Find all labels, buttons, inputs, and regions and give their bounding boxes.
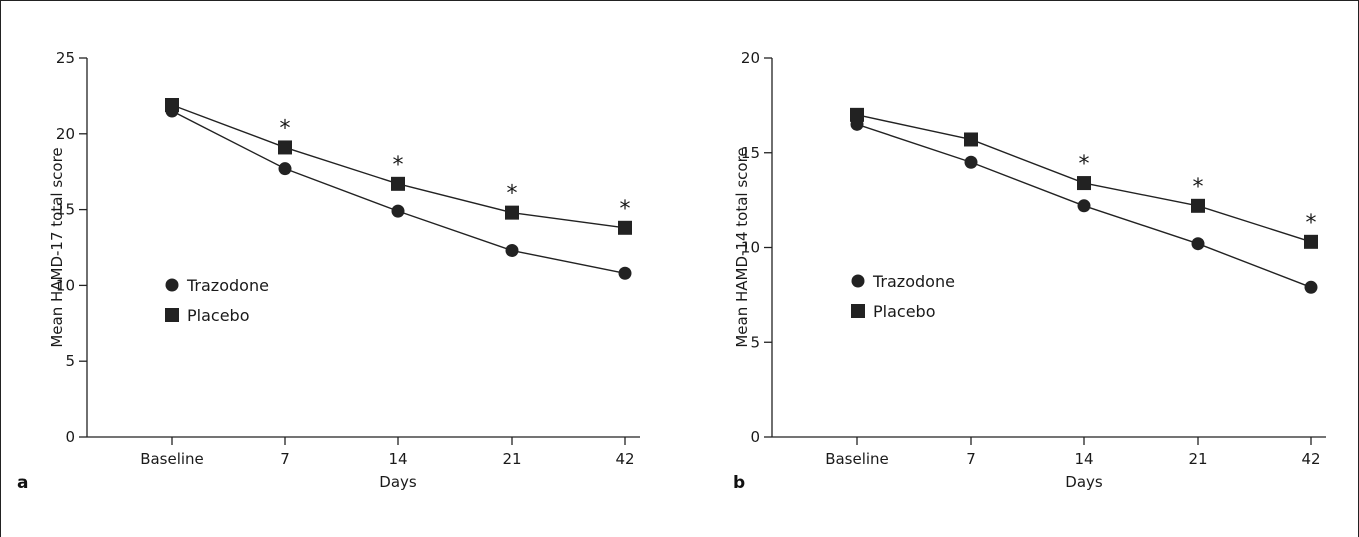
panel-letter: b — [733, 473, 745, 493]
chart-panel-b: 0 5 10 15 20 Baseline 7 14 21 42 Days Mean HAMD-14 … — [733, 49, 1326, 493]
data-point-trazodone — [1191, 237, 1205, 251]
data-point-placebo — [1077, 176, 1091, 191]
y-tick-label: 10 — [56, 276, 75, 294]
x-tick-label: 7 — [966, 450, 976, 468]
y-tick-label: 20 — [741, 49, 760, 67]
y-tick-label: 0 — [65, 428, 75, 446]
x-tick-label: Baseline — [825, 450, 889, 468]
y-tick-label: 5 — [750, 333, 760, 351]
x-axis-title: Days — [379, 473, 417, 491]
figure-frame-left — [0, 0, 1, 537]
x-tick-label: 42 — [615, 450, 634, 468]
data-point-placebo — [618, 220, 632, 235]
data-point-placebo — [165, 97, 179, 112]
legend-label-trazodone: Trazodone — [872, 272, 955, 291]
y-tick-label: 0 — [750, 428, 760, 446]
x-tick-label: 21 — [502, 450, 521, 468]
x-axis-title: Days — [1065, 473, 1103, 491]
significance-asterisk: * — [1306, 211, 1317, 236]
data-point-placebo — [278, 140, 292, 155]
series-line-trazodone — [171, 110, 626, 274]
significance-asterisk: * — [1079, 152, 1090, 177]
significance-asterisk: * — [507, 182, 518, 207]
significance-asterisk: * — [1193, 175, 1204, 200]
data-point-placebo — [1304, 234, 1318, 249]
y-tick-label: 10 — [741, 239, 760, 257]
x-tick-label: 7 — [280, 450, 290, 468]
figure-frame-top — [0, 0, 1359, 1]
legend-marker-trazodone — [165, 278, 179, 292]
data-point-trazodone — [505, 244, 519, 258]
data-point-trazodone — [964, 155, 978, 169]
data-point-placebo — [1191, 198, 1205, 213]
x-tick-label: 14 — [388, 450, 407, 468]
data-point-trazodone — [391, 204, 405, 218]
data-point-trazodone — [618, 266, 632, 280]
x-tick-label: 42 — [1301, 450, 1320, 468]
y-tick-label: 25 — [56, 49, 75, 67]
y-tick-label: 5 — [65, 352, 75, 370]
y-tick-label: 15 — [741, 144, 760, 162]
chart-panel-a: 0 5 10 15 20 25 Baseline 7 14 21 42 Days Mean HAMD-1… — [17, 49, 640, 493]
x-tick-label: 21 — [1188, 450, 1207, 468]
y-tick-label: 20 — [56, 125, 75, 143]
data-point-placebo — [850, 107, 864, 122]
data-point-placebo — [964, 132, 978, 147]
legend-label-trazodone: Trazodone — [186, 276, 269, 295]
data-point-placebo — [391, 176, 405, 191]
y-axis-title: Mean HAMD-17 total score — [48, 147, 66, 347]
significance-asterisk: * — [620, 197, 631, 222]
panel-letter: a — [17, 473, 28, 493]
y-axis-title: Mean HAMD-14 total score — [733, 147, 751, 347]
legend-marker-placebo — [165, 308, 179, 322]
legend-label-placebo: Placebo — [873, 302, 935, 321]
legend-label-placebo: Placebo — [187, 306, 249, 325]
data-point-trazodone — [1077, 199, 1091, 213]
x-tick-label: 14 — [1074, 450, 1093, 468]
data-point-trazodone — [1304, 280, 1318, 294]
significance-asterisk: * — [280, 116, 291, 141]
significance-asterisk: * — [393, 153, 404, 178]
y-tick-label: 15 — [56, 201, 75, 219]
legend-marker-placebo — [851, 304, 865, 318]
data-point-trazodone — [278, 162, 292, 176]
data-point-placebo — [505, 205, 519, 220]
x-tick-label: Baseline — [140, 450, 204, 468]
legend-marker-trazodone — [851, 274, 865, 288]
